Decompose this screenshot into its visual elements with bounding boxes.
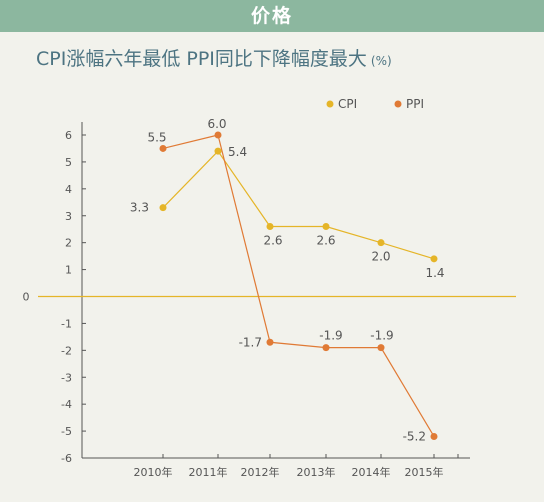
ppi-data-label: 5.5: [147, 130, 166, 144]
y-tick-label: -1: [61, 317, 72, 330]
ppi-data-label: -5.2: [403, 429, 426, 443]
ppi-data-point: [214, 131, 222, 139]
chart-data-labels: 3.3 5.4 2.6 2.6 2.0 1.4 5.5 6.0 -1.7 -1.9 -1.9 -5.2: [130, 117, 445, 443]
y-tick-label: 6: [65, 129, 72, 142]
y-tick-label: 5: [65, 156, 72, 169]
ppi-data-point: [377, 344, 385, 352]
y-tick-label: 2: [65, 237, 72, 250]
ppi-legend-label: PPI: [406, 97, 424, 111]
chart-legend: CPI PPI: [326, 97, 424, 111]
cpi-data-label: 1.4: [425, 266, 444, 280]
y-tick-label: -2: [61, 344, 72, 357]
cpi-data-point: [214, 147, 222, 155]
cpi-data-point: [322, 223, 330, 231]
ppi-data-point: [159, 144, 167, 152]
cpi-legend-marker: [326, 100, 334, 108]
chart-unit: (%): [370, 54, 392, 68]
ppi-legend-marker: [394, 100, 402, 108]
y-tick-label: -5: [61, 425, 72, 438]
y-tick-label: -6: [61, 452, 72, 465]
cpi-data-point: [377, 239, 385, 247]
section-banner: 价格: [0, 0, 544, 32]
cpi-data-label: 3.3: [130, 201, 149, 215]
cpi-data-point: [159, 204, 167, 212]
y-tick-label: 3: [65, 210, 72, 223]
ppi-series-line: [162, 134, 435, 437]
cpi-legend-label: CPI: [338, 97, 357, 111]
cpi-data-label: 5.4: [228, 145, 247, 159]
ppi-data-label: -1.9: [370, 329, 393, 343]
y-tick-label: 0: [23, 291, 30, 304]
y-tick-label: 1: [65, 264, 72, 277]
y-tick-label: -3: [61, 371, 72, 384]
x-tick-label: 2014年: [352, 465, 391, 479]
x-tick-label: 2011年: [189, 465, 228, 479]
ppi-data-label: -1.7: [239, 335, 262, 349]
cpi-data-label: 2.6: [316, 234, 335, 248]
cpi-data-point: [430, 255, 438, 263]
cpi-data-point: [266, 223, 274, 231]
x-tick-label: 2012年: [241, 465, 280, 479]
chart-title-text: CPI涨幅六年最低 PPI同比下降幅度最大: [36, 48, 367, 70]
x-tick-label: 2013年: [297, 465, 336, 479]
ppi-data-label: 6.0: [207, 117, 226, 131]
y-tick-label: 4: [65, 183, 72, 196]
x-tick-label: 2010年: [134, 465, 173, 479]
x-tick-label: 2015年: [405, 465, 444, 479]
y-tick-label: -4: [61, 398, 72, 411]
ppi-data-label: -1.9: [319, 329, 342, 343]
cpi-series-line: [162, 150, 435, 260]
ppi-data-point: [266, 338, 274, 346]
cpi-data-label: 2.6: [263, 234, 282, 248]
chart-lines: [162, 134, 435, 437]
ppi-data-point: [430, 432, 438, 440]
ppi-data-point: [322, 344, 330, 352]
chart-axes: 6 5 4 3 2 1 0 -1 -2 -3 -4 -5 -6 2010年 2011年 2012年 2013年 2…: [23, 122, 516, 479]
chart-points: [159, 131, 438, 440]
cpi-data-label: 2.0: [371, 250, 390, 264]
chart-title: CPI涨幅六年最低 PPI同比下降幅度最大 (%): [36, 44, 392, 71]
